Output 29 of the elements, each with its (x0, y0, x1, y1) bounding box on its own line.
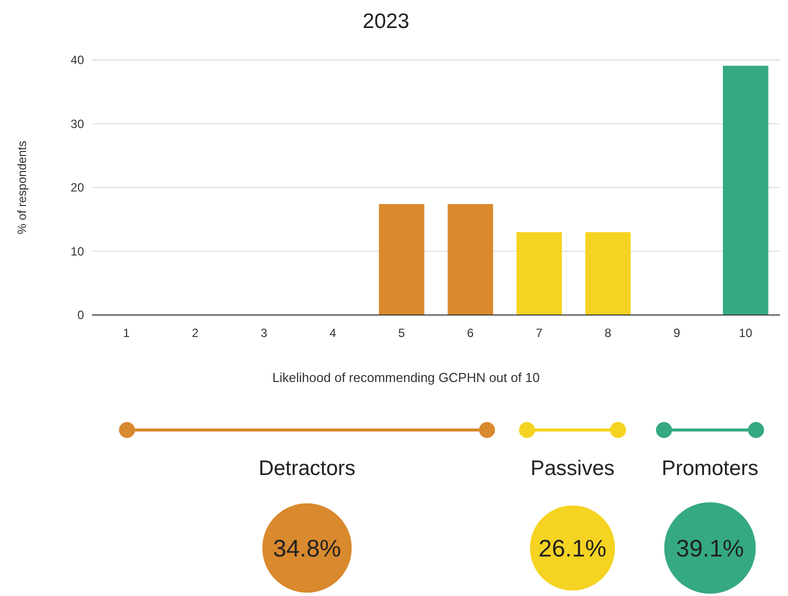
bar (378, 204, 424, 315)
x-tick-label: 8 (604, 326, 612, 340)
y-tick-label: 0 (77, 308, 84, 322)
data-label: 26.1% (538, 535, 607, 562)
category-label: Promoters (662, 457, 758, 480)
bar (722, 66, 768, 315)
x-tick-label: 6 (467, 326, 474, 340)
bar (585, 232, 631, 315)
y-tick-label: 30 (70, 116, 84, 131)
x-tick-label: 3 (260, 326, 268, 340)
y-tick-label: 40 (70, 53, 84, 68)
x-tick-label: 2 (192, 326, 199, 340)
x-tick-label: 1 (123, 326, 130, 340)
x-tick-label: 7 (536, 326, 543, 340)
bar (448, 204, 494, 315)
data-label: 34.8% (272, 535, 342, 562)
x-axis-title: Likelihood of recommending GCPHN out of 10 (272, 370, 540, 385)
data-label: 39.1% (676, 535, 744, 562)
y-tick-label: 10 (70, 244, 84, 258)
x-tick-label: 9 (673, 326, 680, 340)
x-tick-label: 5 (398, 326, 406, 340)
bar (516, 232, 562, 315)
y-tick-label: 20 (70, 180, 84, 195)
x-tick-label: 10 (738, 326, 753, 340)
category-label: Detractors (258, 457, 356, 480)
category-label: Passives (530, 457, 615, 480)
x-tick-label: 4 (329, 326, 336, 340)
y-axis-title: % of respondents (15, 140, 29, 234)
chart-title: 2023 (362, 10, 410, 33)
